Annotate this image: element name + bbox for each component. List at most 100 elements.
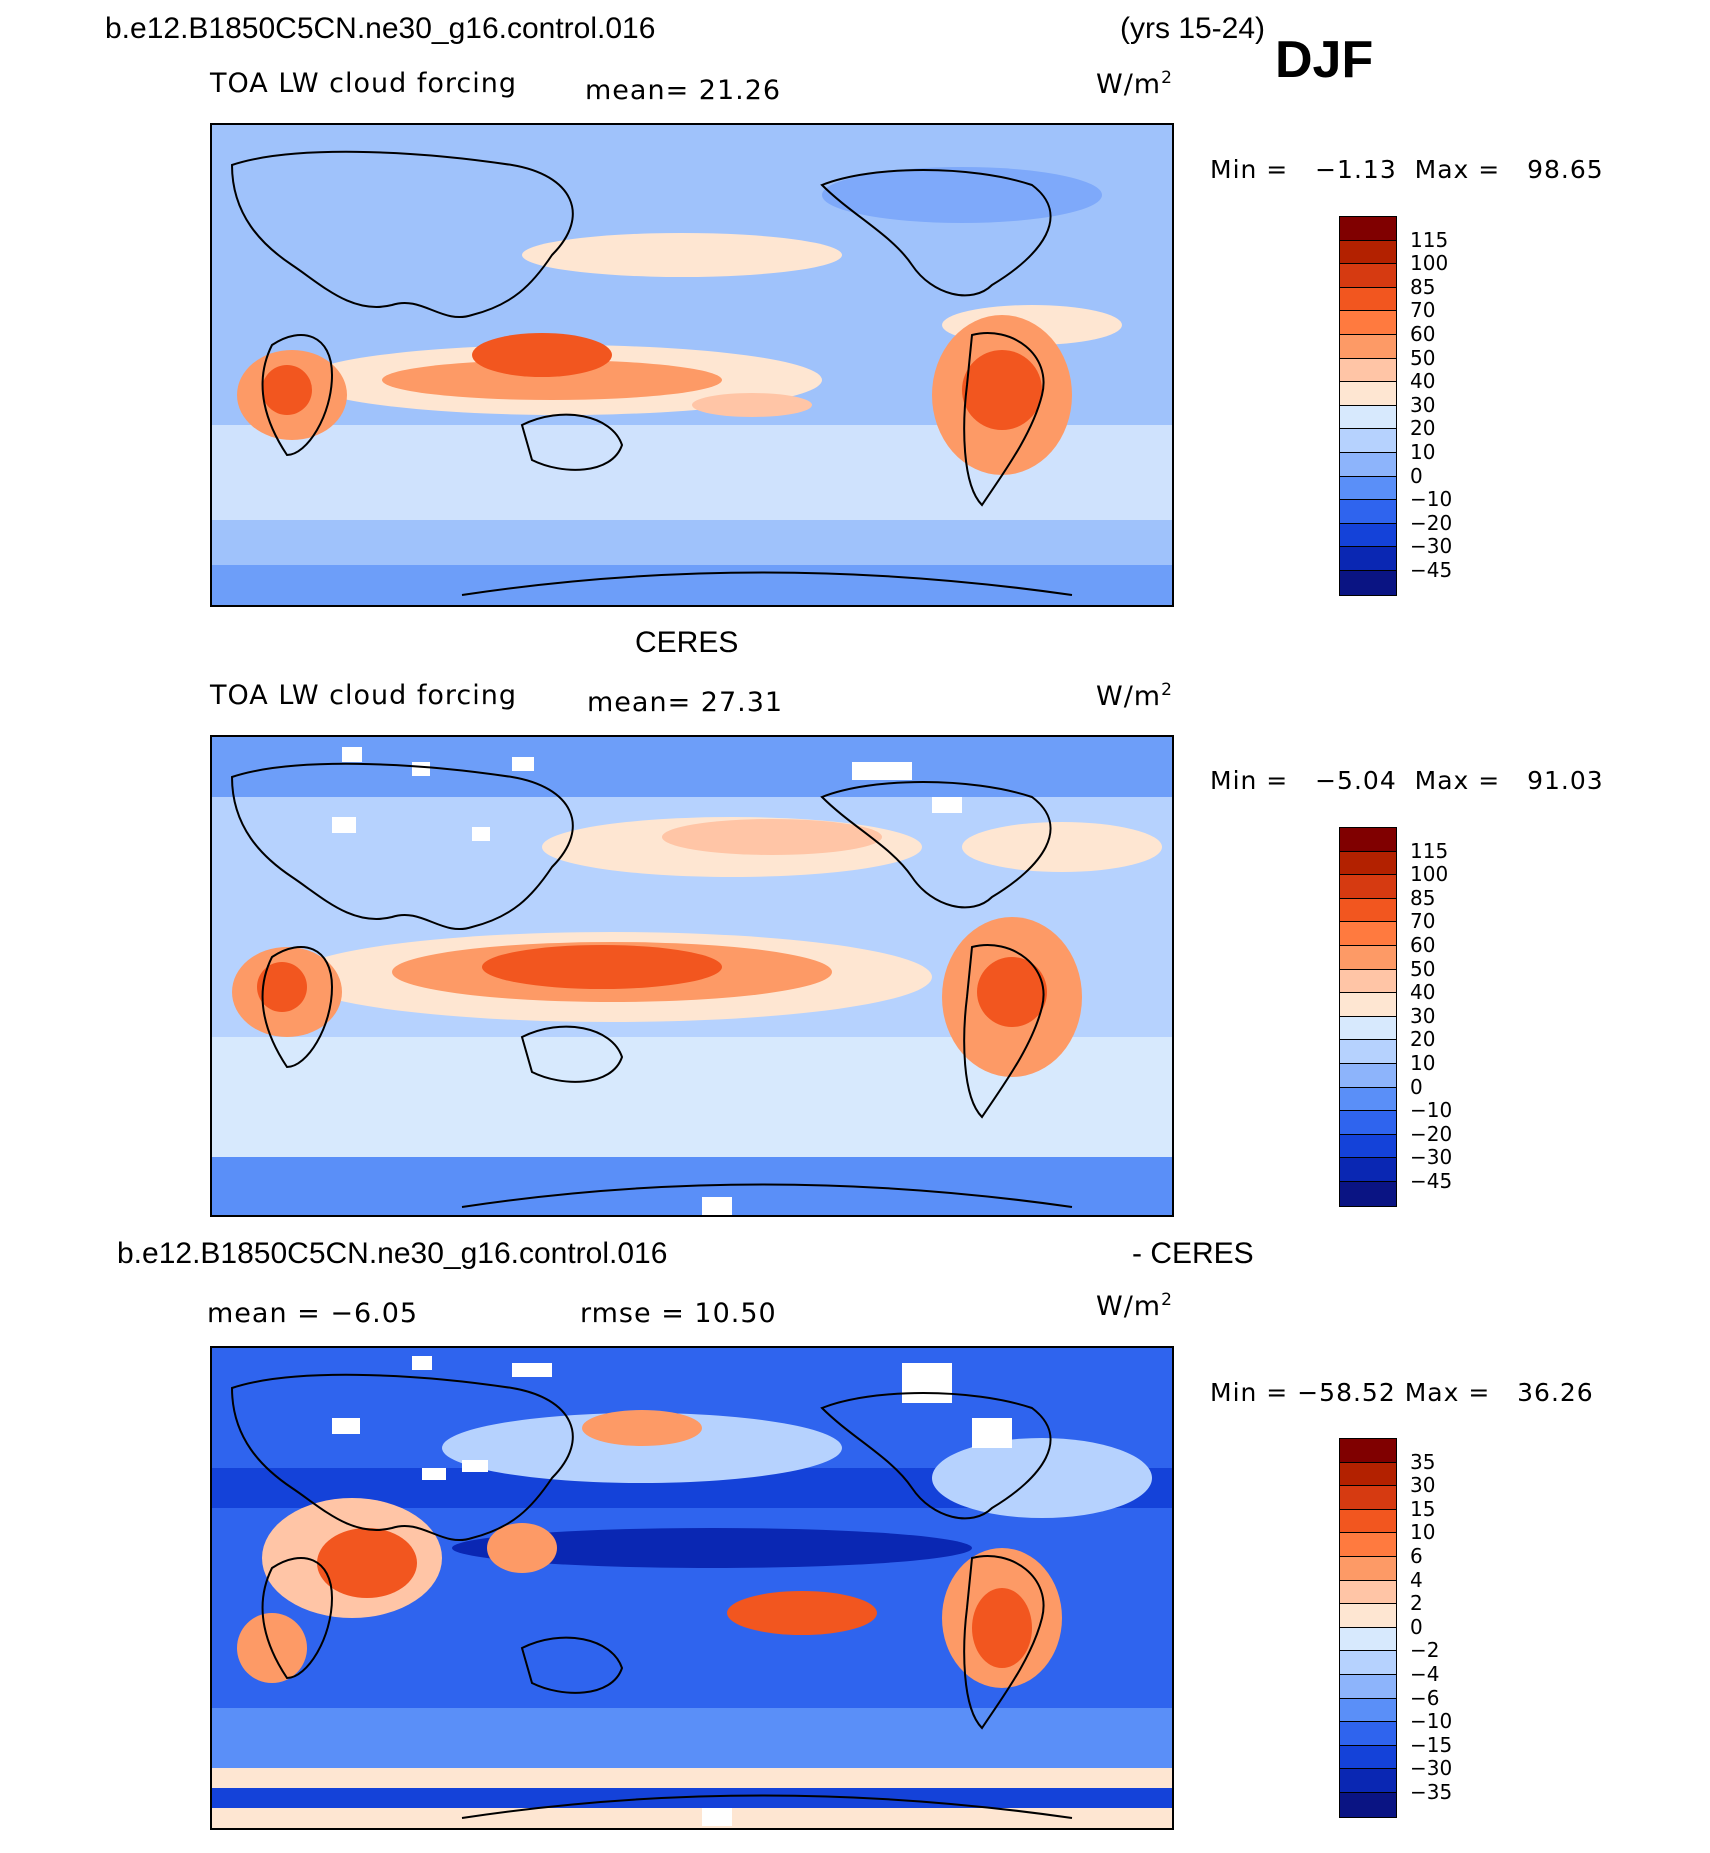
panel3-colorbar-tick-label: −6 <box>1410 1685 1440 1710</box>
panel1-colorbar-swatch <box>1340 382 1396 406</box>
panel2-variable-label: TOA LW cloud forcing <box>210 680 517 711</box>
panel2-mean: mean= 27.31 <box>587 687 784 718</box>
panel2-colorbar-swatch <box>1340 1016 1396 1041</box>
panel3-colorbar-swatch <box>1340 1509 1396 1534</box>
panel3-colorbar-swatch <box>1340 1604 1396 1628</box>
panel2-colorbar-swatch <box>1340 1040 1396 1064</box>
panel2-colorbar-tick-label: 0 <box>1410 1074 1423 1099</box>
panel3-colorbar-swatch <box>1340 1674 1396 1699</box>
panel2-colorbar-swatch <box>1340 1158 1396 1182</box>
panel2-colorbar-swatch <box>1340 922 1396 946</box>
panel3-colorbar-swatch <box>1340 1439 1396 1463</box>
case-title: b.e12.B1850C5CN.ne30_g16.control.016 <box>105 12 656 45</box>
panel3-colorbar-swatch <box>1340 1722 1396 1746</box>
panel2-colorbar-tick-label: 40 <box>1410 980 1436 1005</box>
panel1-colorbar-tick-label: −10 <box>1410 487 1453 512</box>
panel2-map <box>210 735 1174 1217</box>
panel1-colorbar-tick-label: 0 <box>1410 463 1423 488</box>
panel1-colorbar-tick-label: −20 <box>1410 510 1453 535</box>
panel2-colorbar-swatch <box>1340 1063 1396 1088</box>
panel2-minmax: Min = −5.04 Max = 91.03 <box>1210 766 1604 795</box>
panel1-colorbar-tick-label: −45 <box>1410 558 1453 582</box>
panel1-colorbar-swatch <box>1340 429 1396 453</box>
panel3-colorbar-tick-label: −30 <box>1410 1756 1453 1781</box>
panel3-colorbar-swatch <box>1340 1556 1396 1581</box>
panel1-colorbar-swatch <box>1340 287 1396 312</box>
panel3-colorbar-tick-label: −4 <box>1410 1662 1440 1686</box>
panel3-colorbar-swatch <box>1340 1651 1396 1675</box>
panel1-variable-label: TOA LW cloud forcing <box>210 68 517 99</box>
panel2-colorbar-swatch <box>1340 1181 1396 1206</box>
panel2-colorbar-tick-label: −45 <box>1410 1169 1453 1193</box>
panel3-colorbar-tick-label: 4 <box>1410 1567 1423 1592</box>
panel1-units: W/m2 <box>1096 68 1173 100</box>
panel1-colorbar-tick-label: −30 <box>1410 534 1453 559</box>
panel2-colorbar-tick-label: 50 <box>1410 956 1436 981</box>
panel3-colorbar-swatch <box>1340 1792 1396 1817</box>
panel3-units: W/m2 <box>1096 1290 1173 1322</box>
panel2-colorbar-tick-label: 85 <box>1410 885 1436 910</box>
panel2-colorbar-swatch <box>1340 993 1396 1017</box>
panel2-colorbar-tick-label: −10 <box>1410 1098 1453 1123</box>
panel2-colorbar-swatch <box>1340 1134 1396 1159</box>
panel3-title-right: - CERES <box>1132 1237 1254 1270</box>
panel2-colorbar-swatch <box>1340 945 1396 970</box>
panel3-colorbar-swatch <box>1340 1745 1396 1770</box>
panel3-colorbar-tick-label: −2 <box>1410 1638 1440 1663</box>
panel1-mean: mean= 21.26 <box>585 75 782 106</box>
panel1-colorbar-tick-label: 60 <box>1410 322 1436 346</box>
panel2-colorbar-tick-label: 20 <box>1410 1027 1436 1052</box>
panel1-minmax: Min = −1.13 Max = 98.65 <box>1210 155 1604 184</box>
panel3-colorbar-swatch <box>1340 1462 1396 1487</box>
panel1-colorbar-tick-label: 85 <box>1410 274 1436 299</box>
panel1-colorbar-swatch <box>1340 523 1396 548</box>
panel3-map-canvas <box>212 1348 1172 1828</box>
panel2-colorbar-swatch <box>1340 851 1396 876</box>
panel2-colorbar-swatch <box>1340 898 1396 923</box>
panel1-colorbar-tick-label: 30 <box>1410 392 1436 417</box>
panel2-units: W/m2 <box>1096 680 1173 712</box>
panel3-colorbar-tick-label: −15 <box>1410 1732 1453 1757</box>
panel1-colorbar-tick-label: 20 <box>1410 416 1436 441</box>
panel1-colorbar-swatch <box>1340 264 1396 288</box>
panel3-colorbar-tick-label: 35 <box>1410 1449 1436 1474</box>
panel1-colorbar-swatch <box>1340 547 1396 571</box>
panel3-colorbar-tick-label: 2 <box>1410 1591 1423 1616</box>
panel1-colorbar-swatch <box>1340 405 1396 430</box>
panel1-colorbar-tick-label: 50 <box>1410 345 1436 370</box>
panel2-colorbar-tick-label: 115 <box>1410 838 1449 863</box>
panel1-colorbar-swatch <box>1340 476 1396 501</box>
panel1-colorbar-swatch <box>1340 358 1396 383</box>
panel2-colorbar-swatch <box>1340 1087 1396 1112</box>
panel3-colorbar-tick-label: −10 <box>1410 1709 1453 1734</box>
season-label: DJF <box>1275 31 1374 89</box>
panel3-colorbar-tick-label: 10 <box>1410 1520 1436 1545</box>
panel3-colorbar-swatch <box>1340 1486 1396 1510</box>
panel3-title-left: b.e12.B1850C5CN.ne30_g16.control.016 <box>117 1237 668 1270</box>
panel3-colorbar-tick-label: 15 <box>1410 1496 1436 1521</box>
panel2-colorbar-swatch <box>1340 1111 1396 1135</box>
panel2-colorbar-swatch <box>1340 969 1396 994</box>
panel3-colorbar-swatch <box>1340 1769 1396 1793</box>
panel2-colorbar-tick-label: 70 <box>1410 909 1436 934</box>
panel3-colorbar <box>1339 1438 1397 1818</box>
panel1-colorbar-swatch <box>1340 500 1396 524</box>
panel2-colorbar-swatch <box>1340 875 1396 899</box>
panel2-colorbar-tick-label: 10 <box>1410 1051 1436 1075</box>
panel1-colorbar-swatch <box>1340 217 1396 241</box>
years-label: (yrs 15-24) <box>1120 12 1266 45</box>
panel2-colorbar-tick-label: −30 <box>1410 1145 1453 1170</box>
panel3-map <box>210 1346 1174 1830</box>
panel2-colorbar-tick-label: −20 <box>1410 1121 1453 1146</box>
panel3-colorbar-swatch <box>1340 1627 1396 1652</box>
panel1-colorbar-tick-label: 115 <box>1410 227 1449 252</box>
panel2-colorbar-tick-label: 100 <box>1410 862 1449 887</box>
panel1-colorbar-tick-label: 100 <box>1410 251 1449 276</box>
panel1-colorbar-tick-label: 40 <box>1410 369 1436 394</box>
panel3-minmax: Min = −58.52 Max = 36.26 <box>1210 1378 1594 1407</box>
panel2-title: CERES <box>635 626 739 659</box>
panel1-colorbar-swatch <box>1340 452 1396 477</box>
panel1-colorbar-tick-label: 70 <box>1410 298 1436 323</box>
panel2-map-canvas <box>212 737 1172 1215</box>
panel1-map-canvas <box>212 125 1172 605</box>
